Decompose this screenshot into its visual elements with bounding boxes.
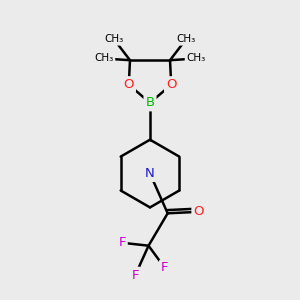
Text: O: O [193, 205, 204, 218]
Text: CH₃: CH₃ [177, 34, 196, 44]
Text: O: O [124, 78, 134, 91]
Text: CH₃: CH₃ [94, 53, 114, 63]
Text: B: B [146, 96, 154, 110]
Text: O: O [166, 78, 176, 91]
Text: F: F [131, 268, 139, 282]
Text: N: N [145, 167, 155, 180]
Text: F: F [161, 261, 169, 274]
Text: CH₃: CH₃ [104, 34, 123, 44]
Text: F: F [118, 236, 126, 249]
Text: CH₃: CH₃ [186, 53, 206, 63]
